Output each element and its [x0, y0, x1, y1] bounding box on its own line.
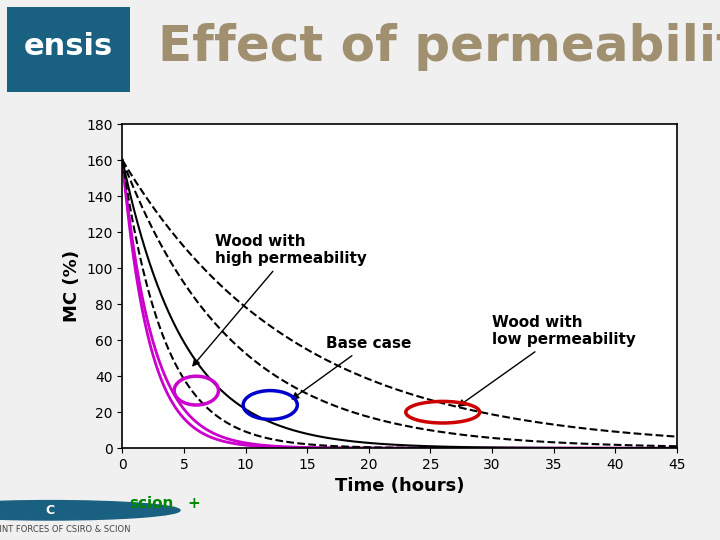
Text: THE JOINT FORCES OF CSIRO & SCION: THE JOINT FORCES OF CSIRO & SCION [0, 525, 130, 534]
Text: C: C [46, 504, 55, 517]
Text: Wood with
low permeability: Wood with low permeability [459, 315, 636, 406]
Circle shape [0, 501, 180, 520]
Text: Effect of permeability: Effect of permeability [158, 23, 720, 71]
Text: scion: scion [130, 496, 174, 511]
Text: ensis: ensis [24, 32, 113, 61]
X-axis label: Time (hours): Time (hours) [335, 477, 464, 496]
Text: +: + [187, 496, 200, 511]
Y-axis label: MC (%): MC (%) [63, 250, 81, 322]
Text: Wood with
high permeability: Wood with high permeability [193, 234, 366, 366]
FancyBboxPatch shape [7, 7, 130, 92]
Text: Base case: Base case [292, 336, 411, 399]
